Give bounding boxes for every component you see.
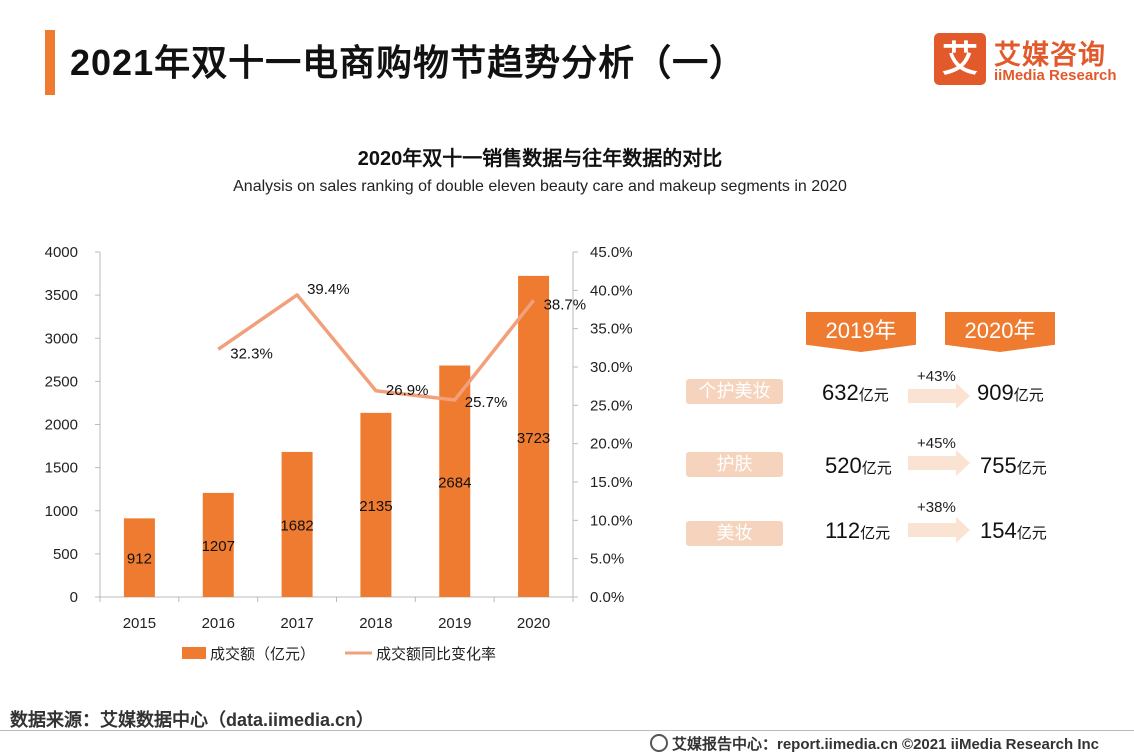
data-source: 数据来源：艾媒数据中心（data.iimedia.cn） [10,710,375,730]
globe-icon [650,734,668,752]
value-2020: 755亿元 [980,453,1047,479]
right-tick-label: 45.0% [590,244,633,261]
arrow-right-icon [908,450,970,476]
line-value-label: 26.9% [386,382,429,399]
bar-value-label: 1207 [202,538,235,555]
bar-value-label: 912 [127,551,152,568]
x-tick-label: 2018 [359,615,392,632]
x-tick-label: 2019 [438,615,471,632]
right-tick-label: 30.0% [590,359,633,376]
bar [202,492,234,597]
x-tick-label: 2020 [517,615,550,632]
left-tick-label: 0 [70,589,78,606]
value-2019-number: 520 [825,453,862,478]
bar [439,365,471,597]
bar-value-label: 2135 [359,498,392,515]
title-accent-bar [45,30,55,95]
bar-value-label: 1682 [280,517,313,534]
line-value-label: 38.7% [544,296,587,313]
x-tick-label: 2016 [202,615,235,632]
right-tick-label: 40.0% [590,282,633,299]
legend-bar-label: 成交额（亿元） [210,645,315,663]
right-tick-label: 20.0% [590,436,633,453]
sales-chart: 0 500 1000 1500 2000 2500 3000 3500 4000 0.0% 5.0%… [45,244,633,663]
value-2019-number: 112 [825,518,861,543]
page-title: 2021年双十一电商购物节趋势分析（一） [70,42,747,83]
brand-logo: 艾 艾媒咨询 iiMedia Research [934,33,1119,88]
bar-value-label: 3723 [517,430,550,447]
logo-en-text: iiMedia Research [994,67,1117,84]
growth-label: +45% [917,435,956,452]
arrow-right-icon [908,517,970,543]
value-2020: 909亿元 [977,380,1044,406]
arrow-right-icon [908,383,970,409]
left-tick-label: 3000 [45,330,78,347]
report-center: 艾媒报告中心：report.iimedia.cn ©2021 iiMedia R… [650,733,1099,754]
category-tag: 美妆 [686,521,783,546]
category-tag: 护肤 [686,452,783,477]
x-tick-label: 2015 [123,615,156,632]
report-text: 艾媒报告中心：report.iimedia.cn ©2021 iiMedia R… [672,736,1100,753]
left-tick-label: 1500 [45,460,78,477]
right-tick-label: 15.0% [590,474,633,491]
unit-label: 亿元 [860,525,891,542]
legend-line-label: 成交额同比变化率 [376,645,496,663]
value-2019: 112亿元 [825,518,890,544]
x-tick-label: 2017 [280,615,313,632]
left-tick-label: 4000 [45,244,78,261]
left-tick-label: 1000 [45,503,78,520]
legend-bar-swatch [182,647,206,659]
growth-label: +43% [917,368,956,385]
left-tick-label: 500 [53,546,78,563]
bar [123,518,155,597]
unit-label: 亿元 [1016,525,1047,542]
growth-line [217,293,535,402]
value-2019: 520亿元 [825,453,892,479]
right-tick-label: 0.0% [590,589,624,606]
right-tick-label: 35.0% [590,321,633,338]
line-value-label: 25.7% [465,394,508,411]
value-2020-number: 755 [980,453,1017,478]
footer-divider [0,730,1134,731]
logo-cn-text: 艾媒咨询 [994,40,1106,70]
right-tick-label: 5.0% [590,551,624,568]
right-tick-label: 10.0% [590,512,633,529]
bar [518,275,550,597]
left-tick-label: 2500 [45,373,78,390]
right-tick-label: 25.0% [590,397,633,414]
year-2019-ribbon: 2019年 [806,312,916,352]
unit-label: 亿元 [858,387,889,404]
bar [360,412,392,597]
line-value-label: 39.4% [307,281,350,298]
chart-title: 2020年双十一销售数据与往年数据的对比 [357,148,723,170]
growth-label: +38% [917,499,956,516]
value-2019-number: 632 [822,380,859,405]
line-value-label: 32.3% [230,345,273,362]
left-tick-label: 3500 [45,287,78,304]
value-2020-number: 154 [980,518,1017,543]
unit-label: 亿元 [861,460,892,477]
value-2020: 154亿元 [980,518,1047,544]
year-2020-ribbon: 2020年 [945,312,1055,352]
value-2019: 632亿元 [822,380,889,406]
unit-label: 亿元 [1016,460,1047,477]
bar [281,451,313,597]
category-tag: 个护美妆 [686,379,783,404]
logo-mark: 艾 [934,33,986,85]
chart-subtitle: Analysis on sales ranking of double elev… [233,178,847,195]
bar-value-label: 2684 [438,474,471,491]
left-tick-label: 2000 [45,417,78,434]
unit-label: 亿元 [1013,387,1044,404]
value-2020-number: 909 [977,380,1014,405]
